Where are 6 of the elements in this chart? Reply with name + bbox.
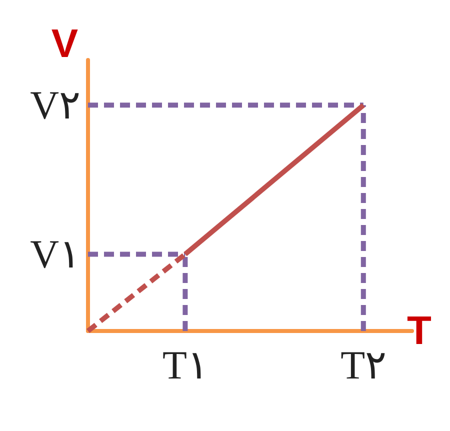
- ref-line-label: V۲: [30, 82, 80, 128]
- x-tick-label: T۱: [162, 342, 208, 388]
- x-tick-label: T۲: [340, 342, 386, 388]
- ref-line-label: V۱: [30, 232, 80, 277]
- x-axis-title: T: [407, 309, 432, 353]
- y-axis-title: V: [51, 22, 78, 66]
